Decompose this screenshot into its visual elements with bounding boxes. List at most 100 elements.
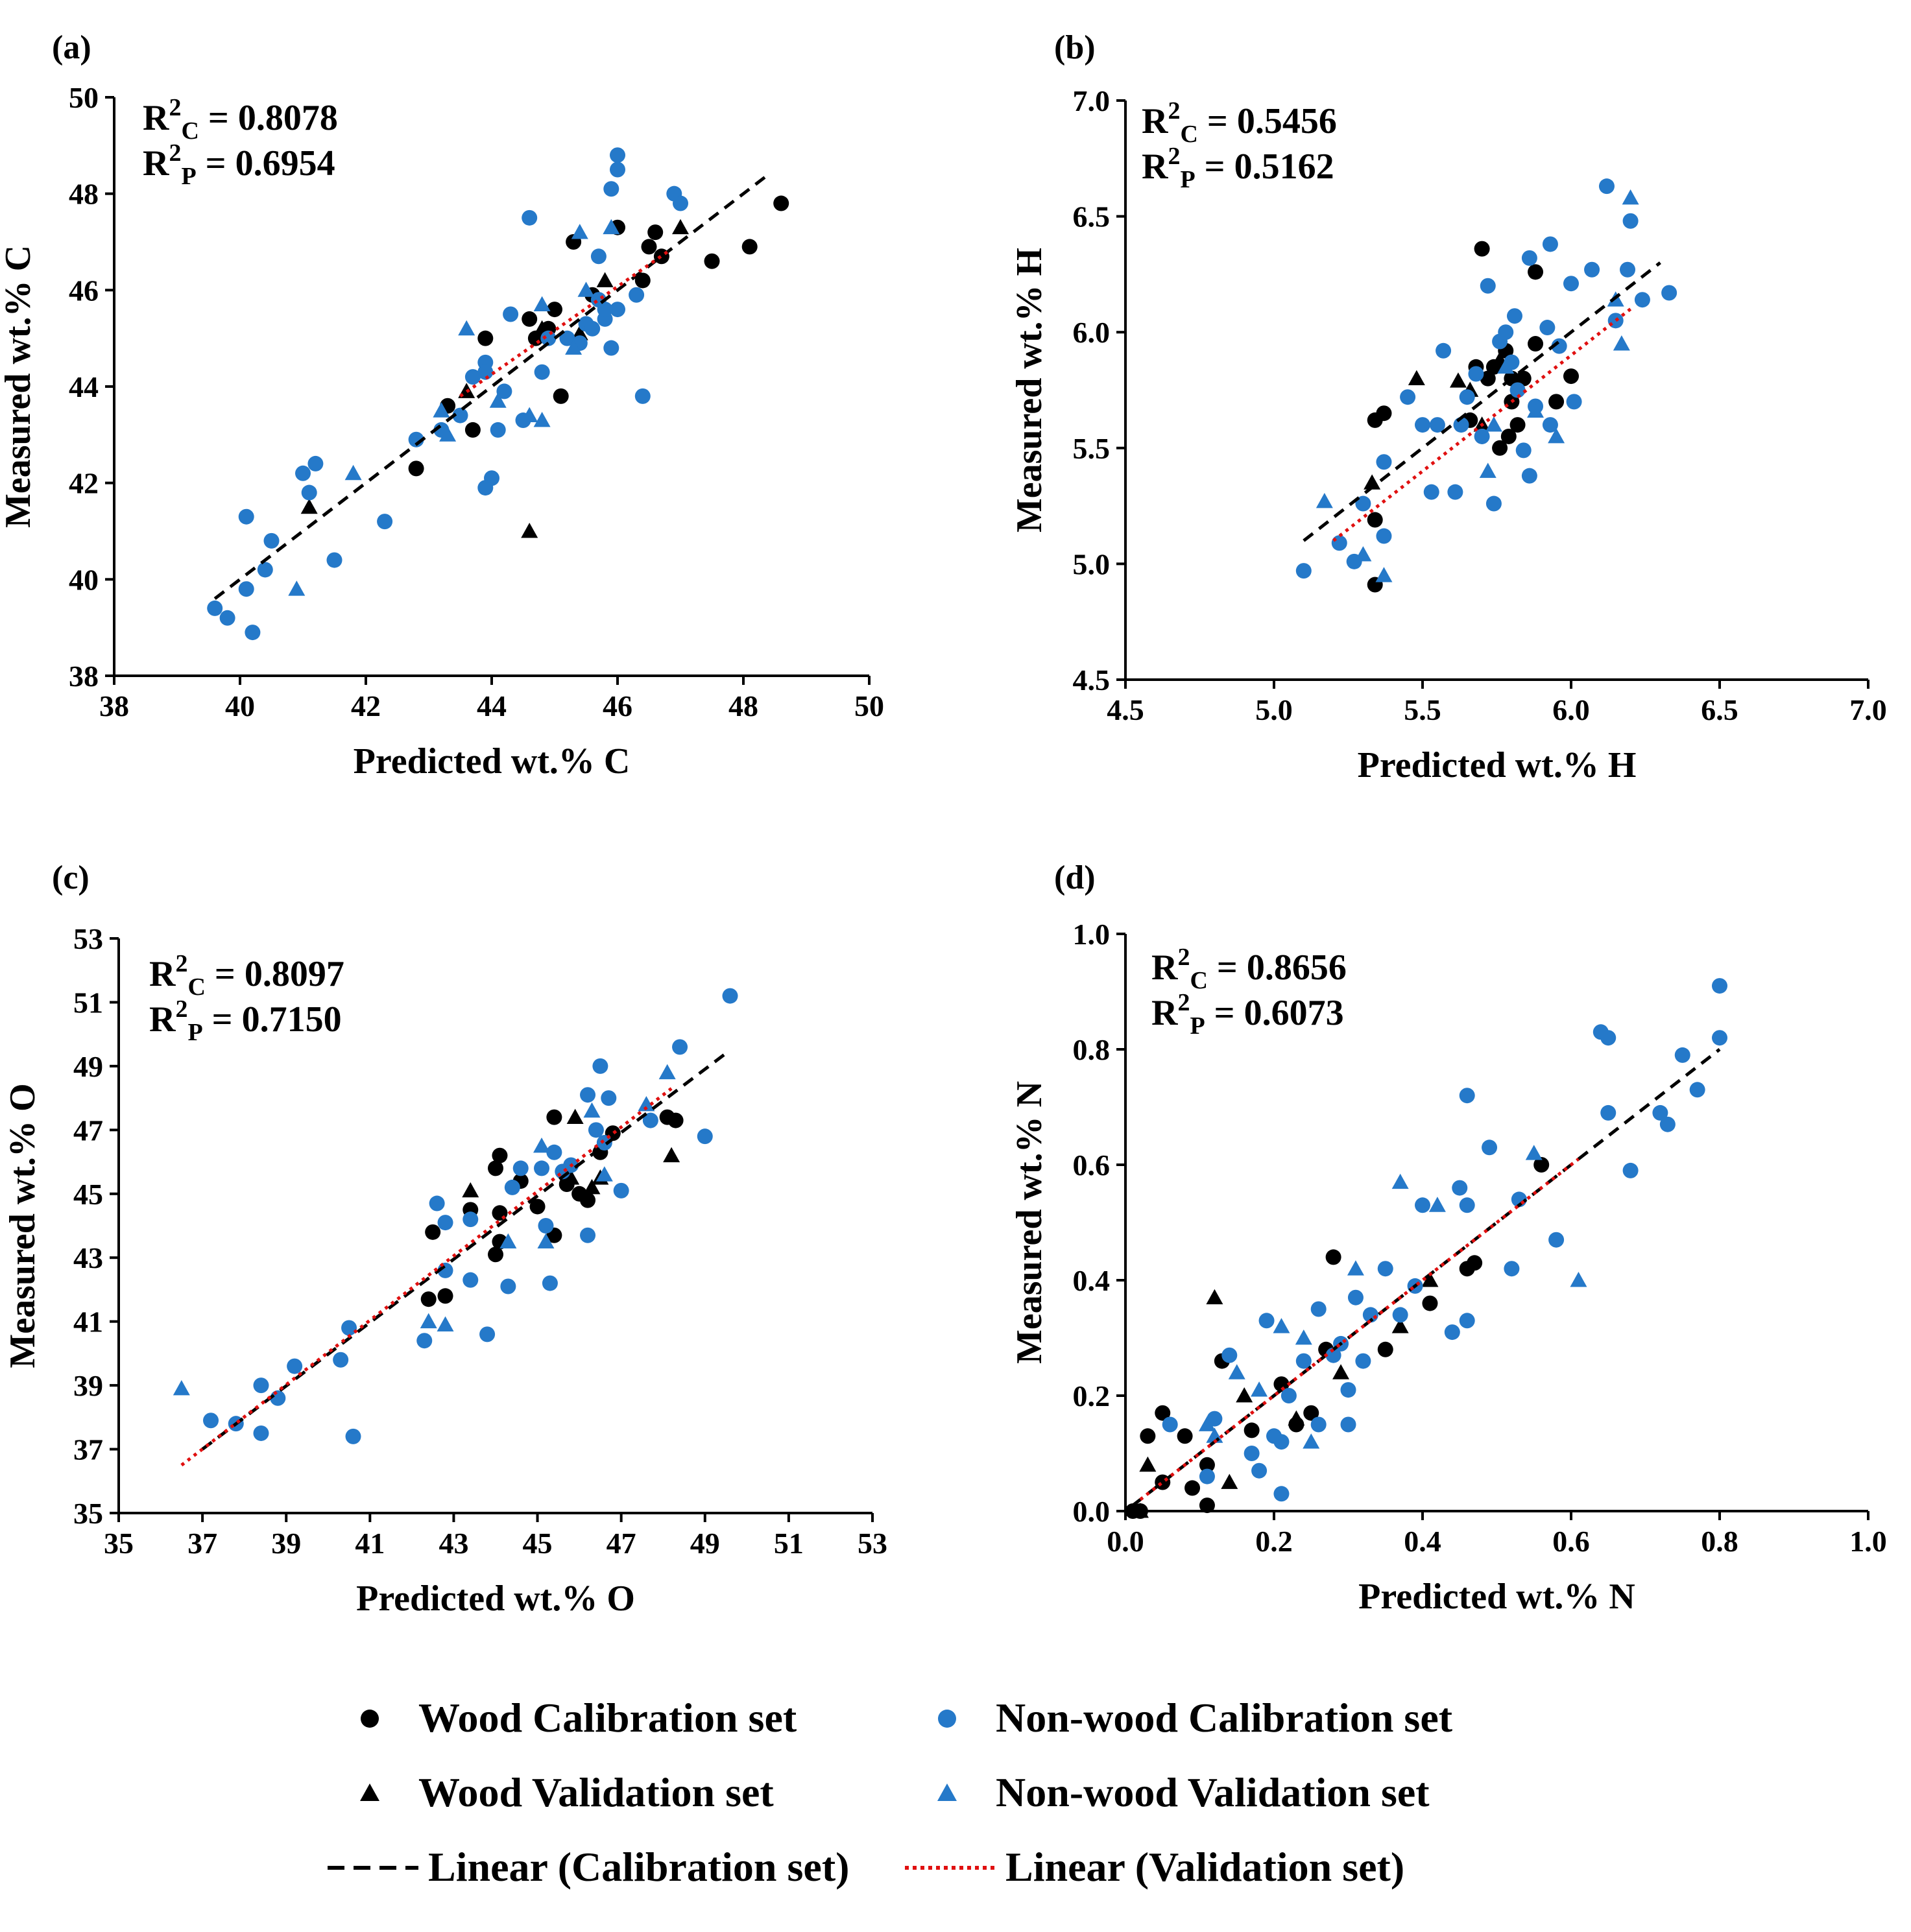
- point-nonwood_val: [1251, 1381, 1268, 1397]
- y-tick-label: 46: [69, 274, 99, 307]
- series-wood_cal: [408, 195, 789, 477]
- r2-prediction: R2P = 0.7150: [149, 996, 342, 1046]
- point-wood_cal: [647, 224, 664, 241]
- x-tick-label: 41: [355, 1527, 385, 1560]
- point-wood_cal: [488, 1246, 503, 1263]
- point-wood_val: [1391, 1318, 1409, 1333]
- point-nonwood_cal: [1712, 1030, 1727, 1046]
- point-wood_val: [1221, 1473, 1238, 1489]
- panel-label: (c): [52, 859, 90, 896]
- panel-label: (d): [1054, 859, 1096, 896]
- point-nonwood_cal: [238, 581, 254, 597]
- x-tick-label: 45: [523, 1527, 553, 1560]
- point-nonwood_cal: [1548, 1232, 1565, 1248]
- point-wood_cal: [1376, 405, 1392, 422]
- point-wood_cal: [1509, 417, 1526, 433]
- point-wood_val: [672, 219, 689, 235]
- point-nonwood_cal: [1392, 1307, 1408, 1323]
- series-nonwood_val: [1316, 189, 1639, 582]
- legend-marker-circle: [938, 1710, 956, 1728]
- point-wood_cal: [1480, 370, 1496, 387]
- point-nonwood_val: [1303, 1433, 1320, 1449]
- legend-item-nonwood_cal: Non-wood Calibration set: [938, 1695, 1453, 1741]
- point-nonwood_cal: [1506, 308, 1522, 324]
- point-nonwood_cal: [1459, 389, 1475, 405]
- point-nonwood_cal: [1689, 1082, 1705, 1098]
- point-nonwood_cal: [333, 1352, 349, 1368]
- point-nonwood_cal: [1712, 978, 1727, 994]
- point-nonwood_val: [1273, 1318, 1290, 1333]
- point-nonwood_cal: [534, 1160, 550, 1176]
- point-nonwood_cal: [437, 1215, 453, 1231]
- y-tick-label: 35: [73, 1497, 103, 1530]
- point-nonwood_cal: [1480, 278, 1496, 294]
- point-nonwood_cal: [597, 302, 613, 318]
- x-tick-label: 49: [690, 1527, 720, 1560]
- point-wood_cal: [464, 422, 481, 438]
- calibration-trend-line: [201, 1052, 727, 1451]
- point-nonwood_cal: [1331, 535, 1347, 551]
- point-wood_cal: [1528, 336, 1544, 352]
- point-wood_val: [1288, 1410, 1305, 1425]
- x-axis-label: Predicted wt.% O: [356, 1579, 635, 1619]
- point-nonwood_cal: [1622, 1162, 1639, 1178]
- y-tick-label: 45: [73, 1178, 103, 1211]
- y-tick-label: 39: [73, 1369, 103, 1402]
- point-nonwood_cal: [1273, 1486, 1290, 1502]
- point-nonwood_cal: [326, 552, 343, 568]
- point-nonwood_cal: [301, 484, 317, 501]
- r2-calibration: R2C = 0.8078: [143, 94, 338, 145]
- point-wood_cal: [1467, 1255, 1483, 1271]
- point-nonwood_val: [537, 1233, 555, 1249]
- point-nonwood_cal: [207, 600, 223, 616]
- point-nonwood_cal: [253, 1425, 269, 1441]
- x-tick-label: 0.0: [1107, 1525, 1144, 1558]
- point-wood_val: [566, 1108, 584, 1125]
- point-wood_cal: [1177, 1428, 1193, 1444]
- y-tick-label: 0.0: [1073, 1495, 1111, 1528]
- point-nonwood_cal: [1423, 484, 1439, 500]
- point-nonwood_val: [1375, 567, 1393, 582]
- point-nonwood_cal: [307, 455, 324, 471]
- point-nonwood_cal: [672, 1039, 688, 1055]
- panel-b: 4.5 5.0 5.5 6.0 6.5 7.0 4.5 5.0 5.5 6.0 6.5 7.0 Pred…: [1009, 29, 1887, 785]
- y-axis-label: Measured wt.% N: [1009, 1081, 1050, 1364]
- point-nonwood_cal: [603, 340, 619, 356]
- point-nonwood_cal: [270, 1390, 286, 1406]
- y-tick-label: 0.6: [1073, 1149, 1111, 1182]
- legend-label: Linear (Calibration set): [428, 1844, 849, 1890]
- point-nonwood_cal: [610, 161, 625, 178]
- r2-calibration: R2C = 0.8097: [149, 950, 344, 1001]
- x-tick-label: 5.0: [1255, 693, 1293, 726]
- y-tick-label: 48: [69, 178, 99, 211]
- point-wood_cal: [553, 388, 569, 404]
- point-nonwood_cal: [1340, 1416, 1356, 1433]
- point-nonwood_cal: [613, 1182, 629, 1199]
- point-wood_cal: [477, 330, 494, 346]
- point-nonwood_val: [1295, 1330, 1312, 1345]
- point-nonwood_cal: [477, 364, 494, 380]
- x-tick-label: 7.0: [1849, 693, 1887, 726]
- point-nonwood_cal: [416, 1333, 433, 1349]
- point-nonwood_cal: [1584, 261, 1600, 278]
- point-nonwood_cal: [1509, 382, 1526, 398]
- series-nonwood_cal: [207, 147, 688, 641]
- point-wood_val: [596, 272, 614, 287]
- y-tick-label: 41: [73, 1306, 103, 1339]
- point-nonwood_cal: [534, 364, 550, 380]
- y-axis-label: Measured wt.% O: [3, 1083, 43, 1368]
- x-tick-label: 0.6: [1552, 1525, 1590, 1558]
- y-tick-label: 50: [69, 81, 99, 114]
- r2-prediction: R2P = 0.5162: [1142, 143, 1334, 193]
- y-tick-label: 6.0: [1073, 316, 1111, 349]
- point-nonwood_cal: [697, 1128, 713, 1145]
- x-tick-label: 37: [187, 1527, 217, 1560]
- point-nonwood_cal: [588, 1122, 604, 1138]
- point-nonwood_cal: [463, 1211, 479, 1228]
- point-nonwood_cal: [629, 287, 645, 303]
- point-nonwood_val: [420, 1313, 437, 1329]
- legend-item-val_line: Linear (Validation set): [905, 1844, 1404, 1890]
- point-nonwood_val: [499, 1233, 517, 1249]
- point-wood_cal: [1273, 1376, 1290, 1392]
- point-nonwood_val: [1479, 462, 1496, 478]
